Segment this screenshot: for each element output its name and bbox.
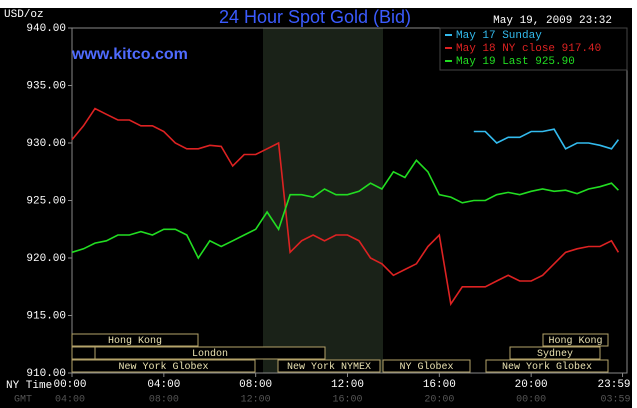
- y-axis-label: USD/oz: [4, 9, 44, 21]
- x-tick-label: 16:00: [423, 379, 456, 391]
- session-label: New York NYMEX: [287, 361, 371, 373]
- x2-tick-label: 04:00: [55, 395, 85, 406]
- nymex-shading: [263, 28, 383, 373]
- x2-tick-label: 00:00: [516, 395, 546, 406]
- x-tick-label: 04:00: [147, 379, 180, 391]
- chart-title: 24 Hour Spot Gold (Bid): [219, 7, 411, 27]
- session-label: London: [192, 348, 228, 360]
- session-box: [71, 346, 96, 360]
- legend-label: May 18 NY close 917.40: [456, 43, 601, 55]
- series-line: [71, 107, 620, 307]
- watermark: www.kitco.com: [71, 46, 188, 63]
- x-tick-label: 12:00: [331, 379, 364, 391]
- session-box: [71, 333, 199, 347]
- legend-label: May 17 Sunday: [456, 30, 542, 42]
- x2-tick-label: 20:00: [424, 395, 454, 406]
- session-box: [94, 346, 326, 360]
- session-label: New York Globex: [118, 361, 208, 373]
- session-label: NY Globex: [399, 361, 453, 373]
- y-tick-label: 920.00: [26, 253, 66, 265]
- y-tick-label: 925.00: [26, 195, 66, 207]
- session-box: [382, 359, 471, 373]
- y-tick-label: 910.00: [26, 368, 66, 380]
- x2-tick-label: 12:00: [241, 395, 271, 406]
- x-tick-label: 23:59: [598, 379, 631, 391]
- x-tick-label: 00:00: [53, 379, 86, 391]
- session-label: Sydney: [537, 348, 573, 360]
- y-tick-label: 940.00: [26, 23, 66, 35]
- session-label: New York Globex: [502, 361, 592, 373]
- x-tick-label: 20:00: [515, 379, 548, 391]
- x2-axis-label: GMT: [14, 395, 32, 406]
- session-box: [485, 359, 609, 373]
- y-tick-label: 915.00: [26, 310, 66, 322]
- session-box: [71, 359, 256, 373]
- x2-tick-label: 03:59: [601, 395, 631, 406]
- session-label: Hong Kong: [548, 336, 602, 347]
- legend-label: May 19 Last 925.90: [456, 56, 575, 68]
- legend-box: [439, 27, 628, 71]
- session-box: [277, 359, 381, 373]
- series-line: [473, 128, 620, 150]
- y-tick-label: 930.00: [26, 138, 66, 150]
- y-tick-label: 935.00: [26, 80, 66, 92]
- session-label: Hong Kong: [108, 336, 162, 347]
- x2-tick-label: 08:00: [149, 395, 179, 406]
- session-box: [542, 333, 609, 347]
- timestamp: May 19, 2009 23:32: [493, 15, 612, 27]
- x-axis-label: NY Time: [6, 380, 52, 392]
- x2-tick-label: 16:00: [332, 395, 362, 406]
- series-line: [71, 159, 619, 260]
- x-tick-label: 08:00: [239, 379, 272, 391]
- session-box: [509, 346, 601, 360]
